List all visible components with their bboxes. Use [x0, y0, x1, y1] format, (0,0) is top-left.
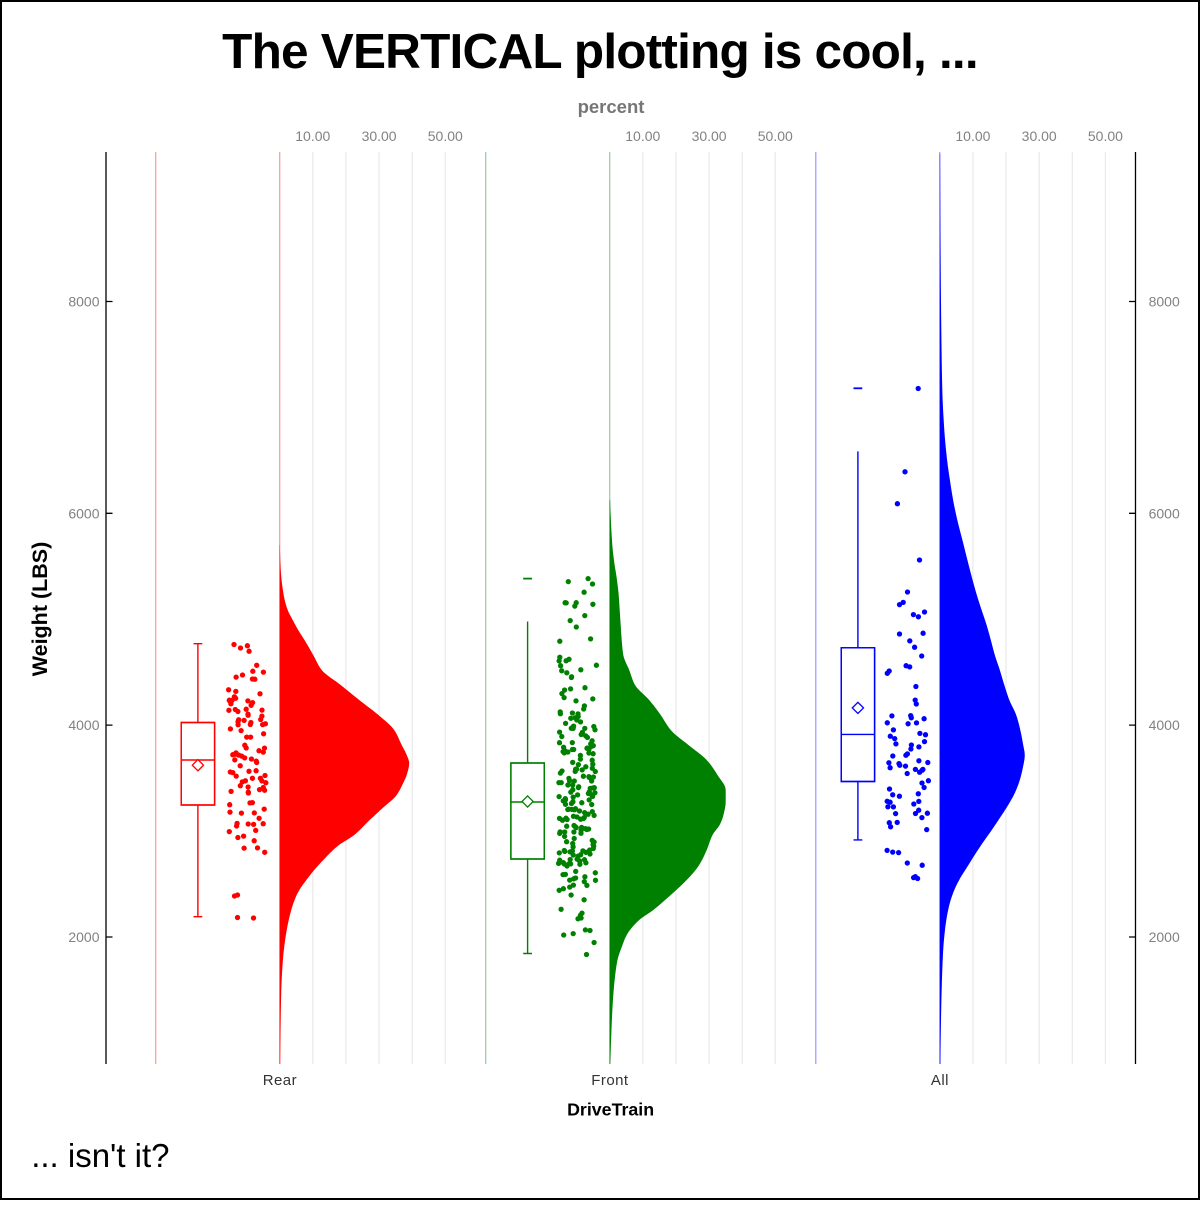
svg-text:50.00: 50.00 — [758, 128, 793, 144]
svg-text:6000: 6000 — [68, 505, 99, 521]
svg-text:10.00: 10.00 — [625, 128, 660, 144]
svg-text:DriveTrain: DriveTrain — [567, 1100, 654, 1120]
svg-text:50.00: 50.00 — [1088, 128, 1123, 144]
svg-text:10.00: 10.00 — [955, 128, 990, 144]
svg-text:The VERTICAL plotting is cool,: The VERTICAL plotting is cool, ... — [222, 24, 978, 79]
svg-text:8000: 8000 — [1149, 294, 1180, 310]
svg-text:All: All — [931, 1072, 949, 1089]
svg-text:50.00: 50.00 — [428, 128, 463, 144]
svg-text:Rear: Rear — [263, 1072, 297, 1089]
svg-text:2000: 2000 — [1149, 929, 1180, 945]
svg-text:4000: 4000 — [68, 717, 99, 733]
svg-text:10.00: 10.00 — [295, 128, 330, 144]
svg-text:2000: 2000 — [68, 929, 99, 945]
svg-text:4000: 4000 — [1149, 717, 1180, 733]
svg-text:... isn't it?: ... isn't it? — [31, 1137, 169, 1174]
svg-text:30.00: 30.00 — [692, 128, 727, 144]
svg-text:30.00: 30.00 — [1022, 128, 1057, 144]
svg-text:6000: 6000 — [1149, 505, 1180, 521]
svg-text:Weight (LBS): Weight (LBS) — [28, 542, 52, 677]
svg-text:8000: 8000 — [68, 294, 99, 310]
svg-text:percent: percent — [578, 96, 645, 117]
svg-text:Front: Front — [591, 1072, 629, 1089]
svg-text:30.00: 30.00 — [362, 128, 397, 144]
